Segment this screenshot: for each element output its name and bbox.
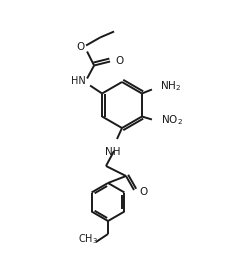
- Text: NH$_2$: NH$_2$: [160, 80, 181, 93]
- Text: O: O: [139, 187, 147, 197]
- Text: O: O: [115, 56, 123, 66]
- Text: HN: HN: [71, 76, 86, 86]
- Text: NO$_2$: NO$_2$: [161, 114, 183, 127]
- Text: O: O: [77, 42, 85, 52]
- Text: CH$_3$: CH$_3$: [78, 232, 98, 246]
- Text: NH: NH: [105, 147, 121, 157]
